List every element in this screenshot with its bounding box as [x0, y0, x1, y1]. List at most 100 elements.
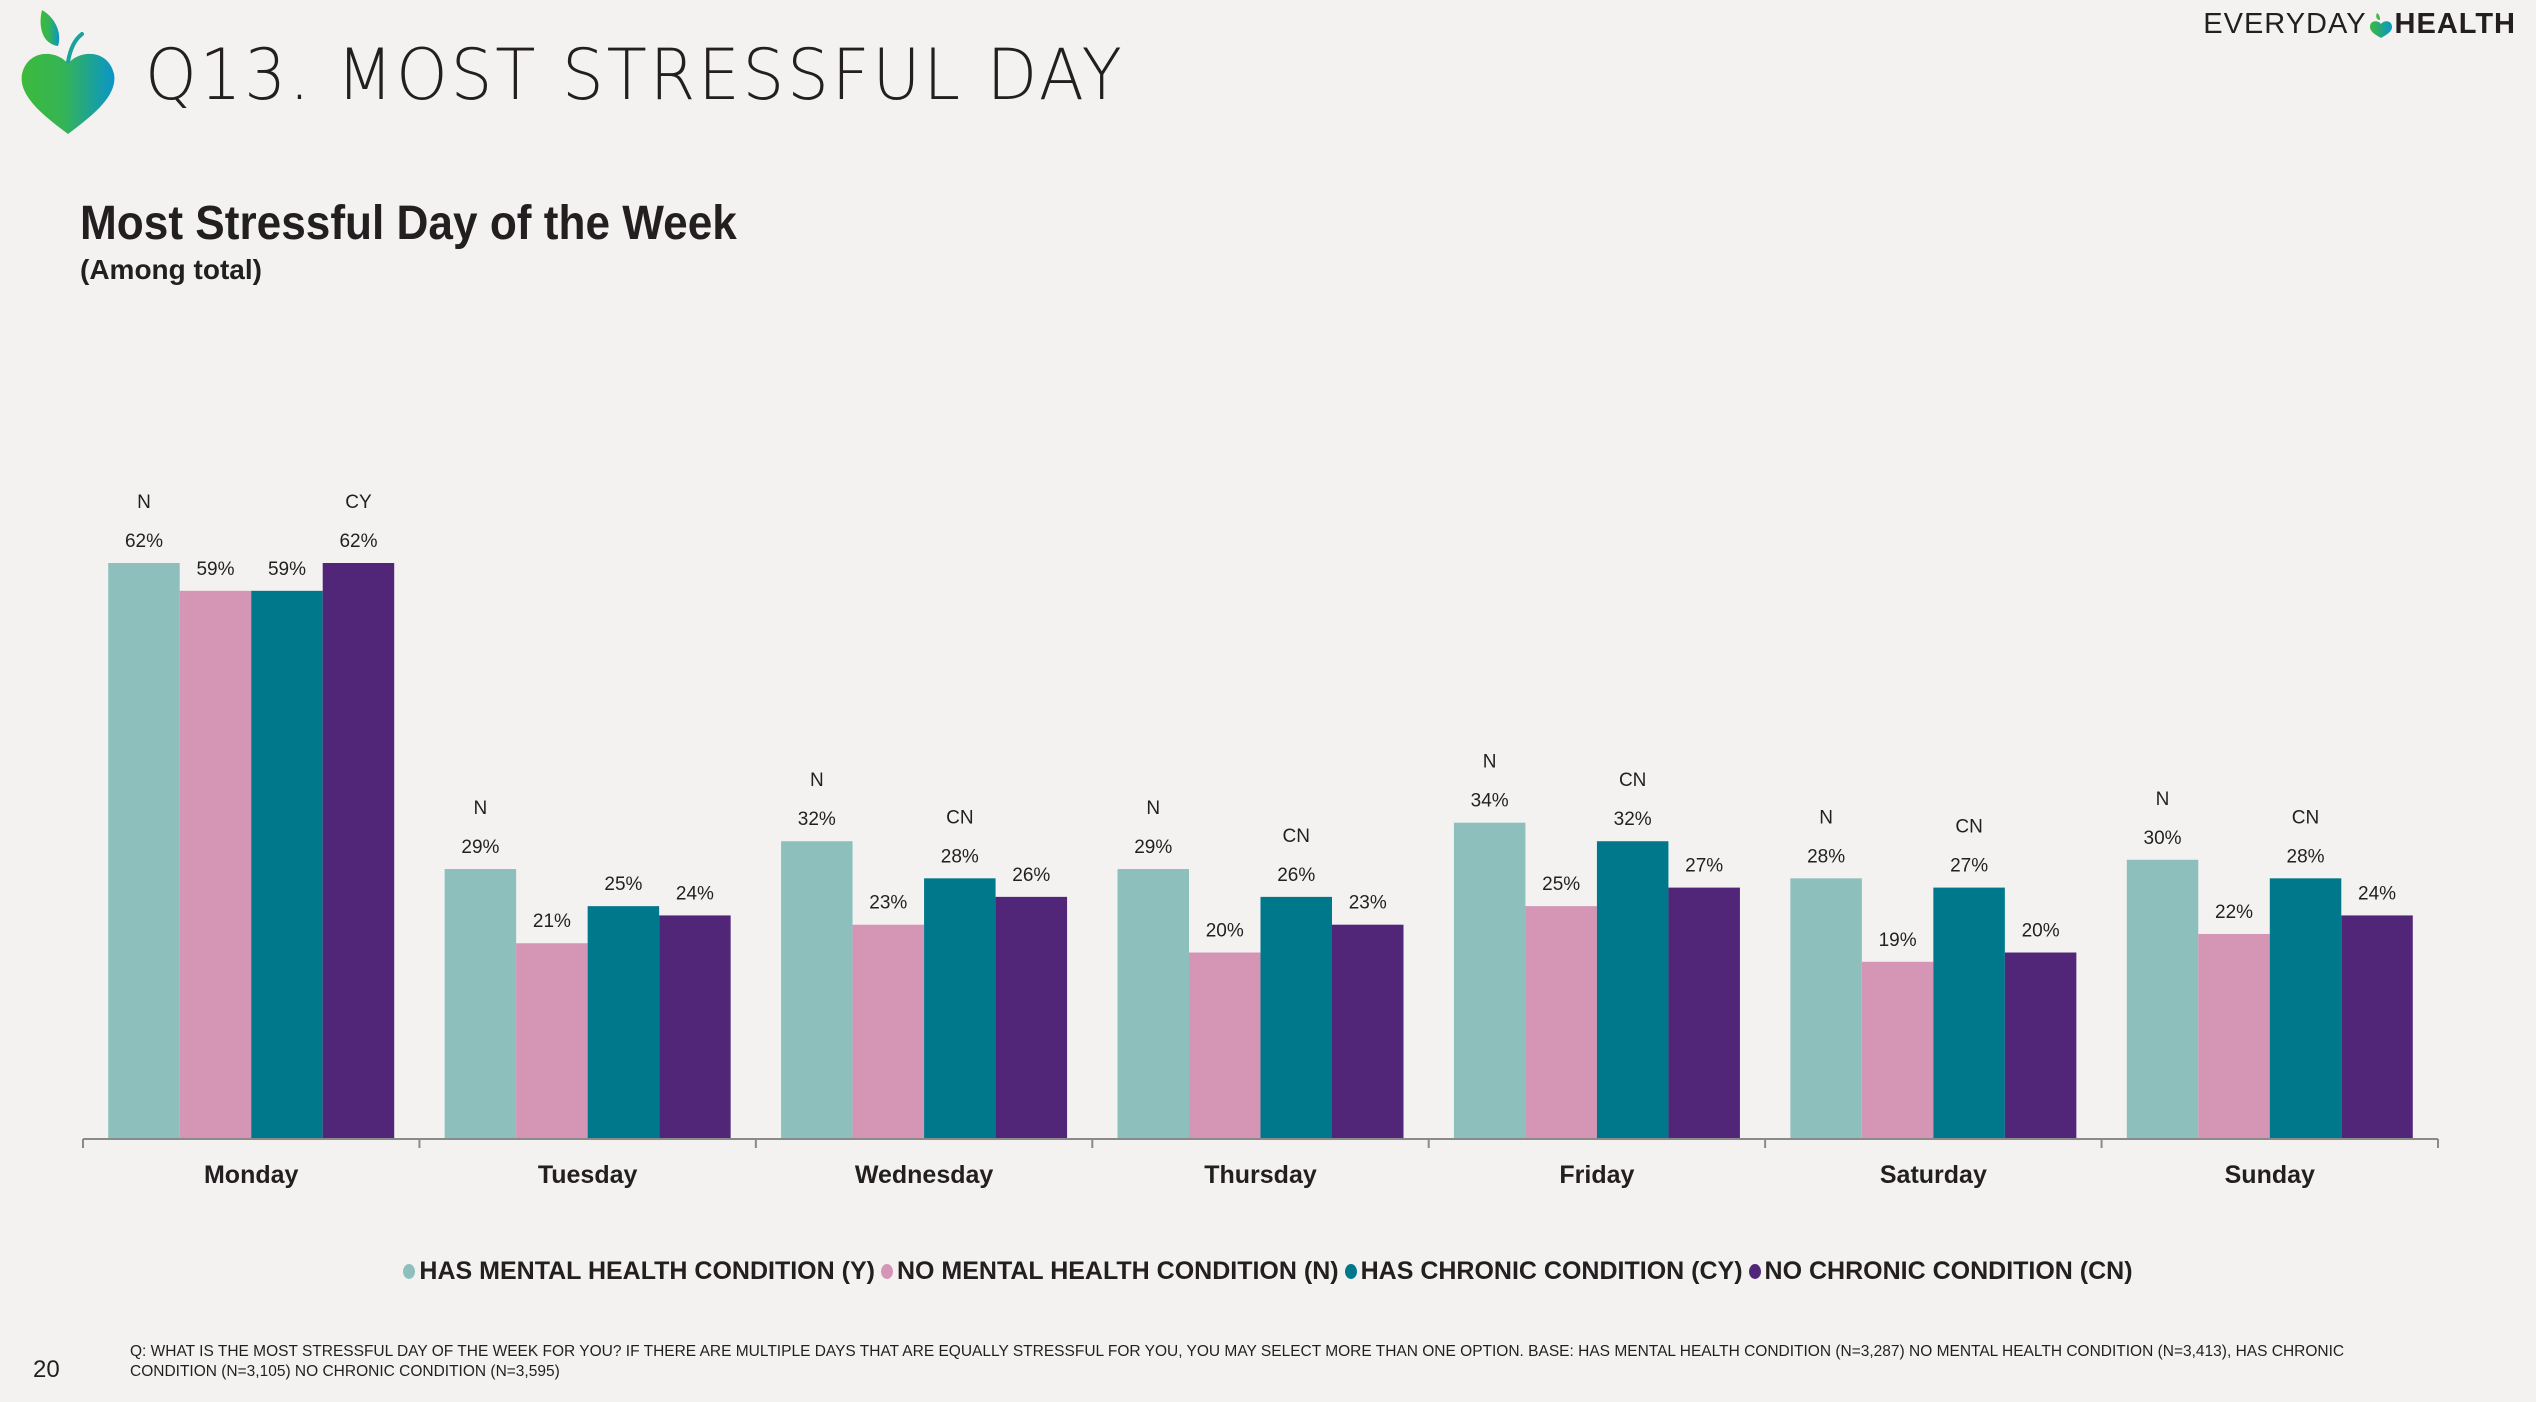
x-tick-label: Sunday	[2225, 1161, 2315, 1189]
bar	[516, 943, 588, 1138]
significance-label: CN	[1283, 826, 1310, 847]
legend-item: HAS CHRONIC CONDITION (CY)	[1344, 1257, 1743, 1286]
data-label: 30%	[2144, 828, 2182, 849]
data-label: 29%	[461, 837, 499, 858]
bar	[108, 563, 180, 1138]
significance-label: CN	[2292, 807, 2319, 828]
apple-heart-icon	[21, 10, 115, 134]
data-label: 25%	[604, 874, 642, 895]
data-label: 32%	[1614, 809, 1652, 830]
bar	[1453, 822, 1526, 1138]
bar-chart: 62% N 59% 59% 62% CY Monday 29% N 21% 25% 24% Tuesda…	[82, 492, 2439, 1189]
brand-logo: EVERYDAY HEALTH	[2203, 8, 2516, 41]
significance-label: CN	[1955, 817, 1982, 838]
data-label: 62%	[125, 531, 163, 552]
data-label: 28%	[941, 846, 979, 867]
x-tick-label: Monday	[204, 1161, 299, 1189]
bar	[2198, 933, 2270, 1138]
significance-label: N	[1483, 752, 1497, 773]
bar	[1189, 952, 1261, 1138]
chart-subtitle: (Among total)	[80, 254, 262, 285]
legend-item: HAS MENTAL HEALTH CONDITION (Y)	[403, 1257, 875, 1286]
data-label: 28%	[2287, 846, 2325, 867]
bar	[1260, 896, 1332, 1138]
legend-item: NO MENTAL HEALTH CONDITION (N)	[880, 1257, 1339, 1286]
bar	[322, 563, 395, 1138]
bar	[1332, 924, 1404, 1138]
x-tick-label: Wednesday	[855, 1161, 994, 1189]
data-label: 22%	[2215, 902, 2253, 923]
significance-label: N	[1146, 798, 1160, 819]
data-label: 34%	[1471, 791, 1509, 812]
bar	[2269, 878, 2342, 1138]
bar	[1861, 961, 1934, 1138]
x-tick-label: Friday	[1559, 1161, 1634, 1189]
bar	[781, 841, 853, 1138]
footnote: Q: WHAT IS THE MOST STRESSFUL DAY OF THE…	[130, 1343, 2345, 1380]
legend-label: NO CHRONIC CONDITION (CN)	[1764, 1257, 2133, 1285]
data-label: 23%	[869, 893, 907, 914]
data-label: 24%	[676, 883, 714, 904]
significance-label: N	[810, 770, 824, 791]
legend-swatch	[403, 1264, 416, 1279]
data-label: 26%	[1012, 865, 1050, 886]
brand-apple-icon	[2369, 12, 2392, 38]
significance-label: N	[137, 492, 151, 513]
x-tick-label: Thursday	[1204, 1161, 1317, 1189]
bar	[1668, 887, 1740, 1138]
data-label: 27%	[1685, 856, 1723, 877]
significance-label: N	[474, 798, 488, 819]
data-label: 20%	[1206, 921, 1244, 942]
legend-label: HAS CHRONIC CONDITION (CY)	[1360, 1257, 1743, 1285]
data-label: 28%	[1807, 846, 1845, 867]
legend-label: HAS MENTAL HEALTH CONDITION (Y)	[419, 1257, 875, 1285]
significance-label: CN	[946, 807, 973, 828]
bar	[2341, 915, 2413, 1138]
x-tick-label: Tuesday	[538, 1161, 638, 1189]
page-number: 20	[33, 1356, 60, 1383]
legend-item: NO CHRONIC CONDITION (CN)	[1748, 1257, 2133, 1286]
bar	[444, 869, 517, 1138]
x-tick-label: Saturday	[1880, 1161, 1987, 1189]
chart-legend: HAS MENTAL HEALTH CONDITION (Y) NO MENTA…	[0, 1257, 2536, 1286]
data-label: 25%	[1542, 874, 1580, 895]
bar	[179, 590, 252, 1138]
data-label: 27%	[1950, 856, 1988, 877]
bar	[2126, 859, 2199, 1138]
bar	[659, 915, 731, 1138]
data-label: 62%	[339, 531, 377, 552]
data-label: 26%	[1277, 865, 1315, 886]
significance-label: N	[2156, 789, 2170, 810]
data-label: 59%	[196, 559, 234, 580]
bar	[587, 906, 660, 1138]
data-label: 24%	[2358, 883, 2396, 904]
bar	[1525, 906, 1597, 1138]
data-label: 21%	[533, 911, 571, 932]
bar	[995, 896, 1068, 1138]
brand-text-everyday: EVERYDAY	[2203, 8, 2367, 40]
bar	[924, 878, 996, 1138]
bar	[1117, 869, 1189, 1138]
legend-swatch	[1344, 1264, 1357, 1279]
bar	[1596, 841, 1669, 1138]
data-label: 32%	[798, 809, 836, 830]
bar	[852, 924, 925, 1138]
significance-label: CN	[1619, 770, 1646, 791]
bar	[251, 590, 323, 1138]
bar	[1933, 887, 2005, 1138]
legend-swatch	[880, 1264, 893, 1279]
data-label: 19%	[1879, 930, 1917, 951]
legend-swatch	[1748, 1264, 1761, 1279]
slide-title: Q13. MOST STRESSFUL DAY	[145, 34, 1125, 116]
brand-text-health: HEALTH	[2394, 8, 2516, 40]
significance-label: N	[1819, 807, 1833, 828]
data-label: 20%	[2022, 921, 2060, 942]
data-label: 23%	[1349, 893, 1387, 914]
legend-label: NO MENTAL HEALTH CONDITION (N)	[896, 1257, 1339, 1285]
data-label: 29%	[1134, 837, 1172, 858]
significance-label: CY	[345, 492, 372, 513]
bar	[1790, 878, 1862, 1138]
bar	[2004, 952, 2077, 1138]
chart-title: Most Stressful Day of the Week	[80, 197, 737, 250]
data-label: 59%	[268, 559, 306, 580]
